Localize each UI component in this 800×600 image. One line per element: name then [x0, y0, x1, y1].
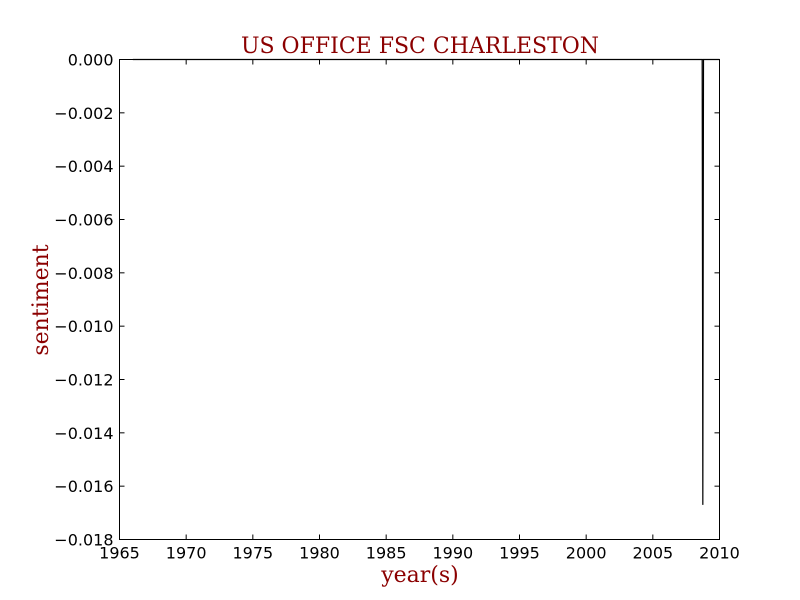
y-tick-label: −0.012 [54, 371, 113, 390]
x-tick-label: 1970 [166, 544, 207, 563]
x-tick-label: 2000 [566, 544, 607, 563]
x-ticks: 1965 1970 1975 1980 1985 1990 1995 2000 2005 2010 [99, 59, 740, 563]
y-ticks: 0.000 −0.002 −0.004 −0.006 −0.008 −0.010 −0.01… [54, 51, 720, 550]
y-tick-label: −0.002 [54, 104, 113, 123]
x-tick-label: 2010 [699, 544, 740, 563]
y-axis-label: sentiment [29, 244, 54, 355]
chart-title: US OFFICE FSC CHARLESTON [241, 34, 599, 59]
x-tick-label: 1995 [499, 544, 540, 563]
y-tick-label: −0.006 [54, 211, 113, 230]
x-tick-label: 1985 [366, 544, 407, 563]
plot-frame [119, 59, 720, 540]
y-tick-label: −0.016 [54, 477, 113, 496]
x-tick-label: 1980 [299, 544, 340, 563]
y-tick-label: −0.018 [54, 531, 113, 550]
x-tick-label: 1975 [232, 544, 273, 563]
x-tick-label: 2005 [632, 544, 673, 563]
y-tick-label: −0.014 [54, 424, 113, 443]
x-axis-label: year(s) [380, 563, 459, 588]
y-tick-label: −0.010 [54, 317, 113, 336]
x-tick-label: 1965 [99, 544, 140, 563]
y-tick-label: −0.008 [54, 264, 113, 283]
x-tick-label: 1990 [432, 544, 473, 563]
y-tick-label: −0.004 [54, 157, 113, 176]
y-tick-label: 0.000 [68, 51, 114, 70]
